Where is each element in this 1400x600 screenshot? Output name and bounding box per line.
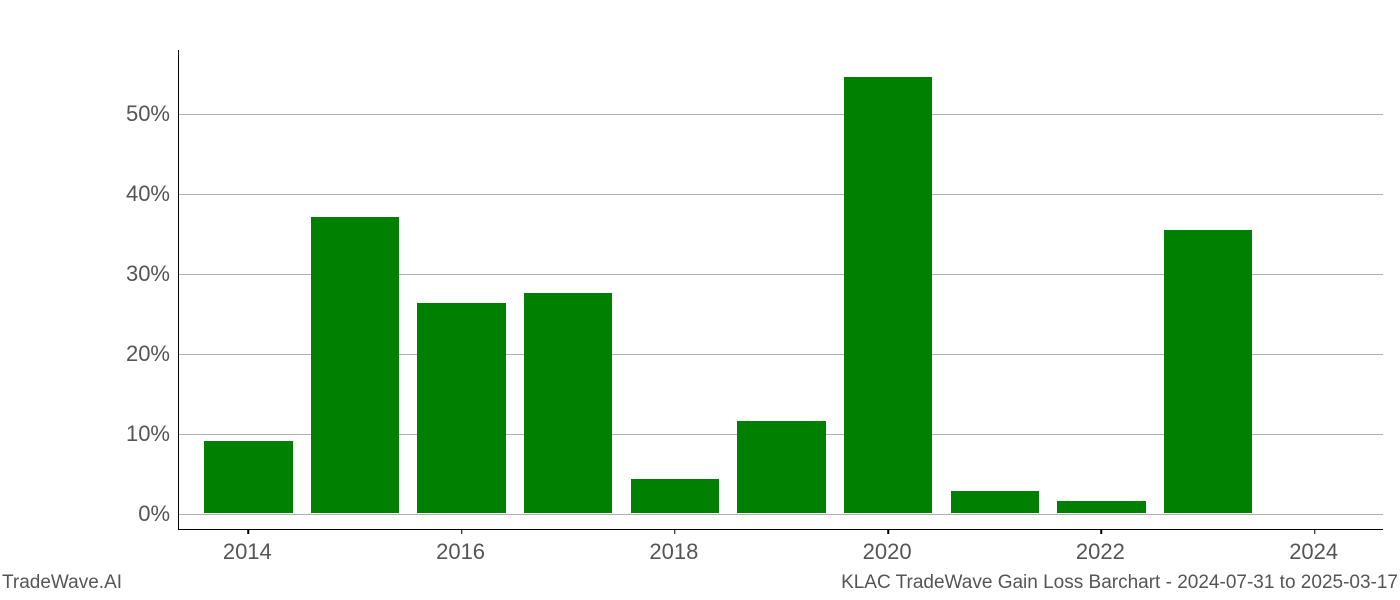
ytick-label: 10%	[100, 421, 170, 447]
footer-left-label: TradeWave.AI	[2, 572, 122, 594]
footer-right-label: KLAC TradeWave Gain Loss Barchart - 2024…	[841, 572, 1398, 594]
ytick-label: 0%	[100, 501, 170, 527]
xtick-label: 2018	[649, 539, 698, 565]
bar	[524, 293, 613, 513]
xtick-mark	[461, 529, 463, 534]
xtick-label: 2024	[1289, 539, 1338, 565]
bar	[1057, 501, 1146, 513]
xtick-mark	[1314, 529, 1316, 534]
plot-area	[178, 50, 1383, 530]
ytick-label: 50%	[100, 101, 170, 127]
bar	[737, 421, 826, 513]
bar	[1164, 230, 1253, 513]
xtick-mark	[248, 529, 250, 534]
xtick-label: 2016	[436, 539, 485, 565]
xtick-label: 2020	[863, 539, 912, 565]
ytick-label: 20%	[100, 341, 170, 367]
xtick-label: 2014	[223, 539, 272, 565]
bar	[417, 303, 506, 513]
xtick-mark	[674, 529, 676, 534]
xtick-mark	[887, 529, 889, 534]
bar	[311, 217, 400, 513]
xtick-mark	[1101, 529, 1103, 534]
ytick-label: 30%	[100, 261, 170, 287]
ytick-label: 40%	[100, 181, 170, 207]
xtick-label: 2022	[1076, 539, 1125, 565]
bar	[631, 479, 720, 513]
gridline	[179, 194, 1383, 195]
chart-container	[178, 50, 1383, 530]
bar	[951, 491, 1040, 513]
bar	[204, 441, 293, 513]
bar	[844, 77, 933, 513]
gridline	[179, 114, 1383, 115]
gridline	[179, 514, 1383, 515]
